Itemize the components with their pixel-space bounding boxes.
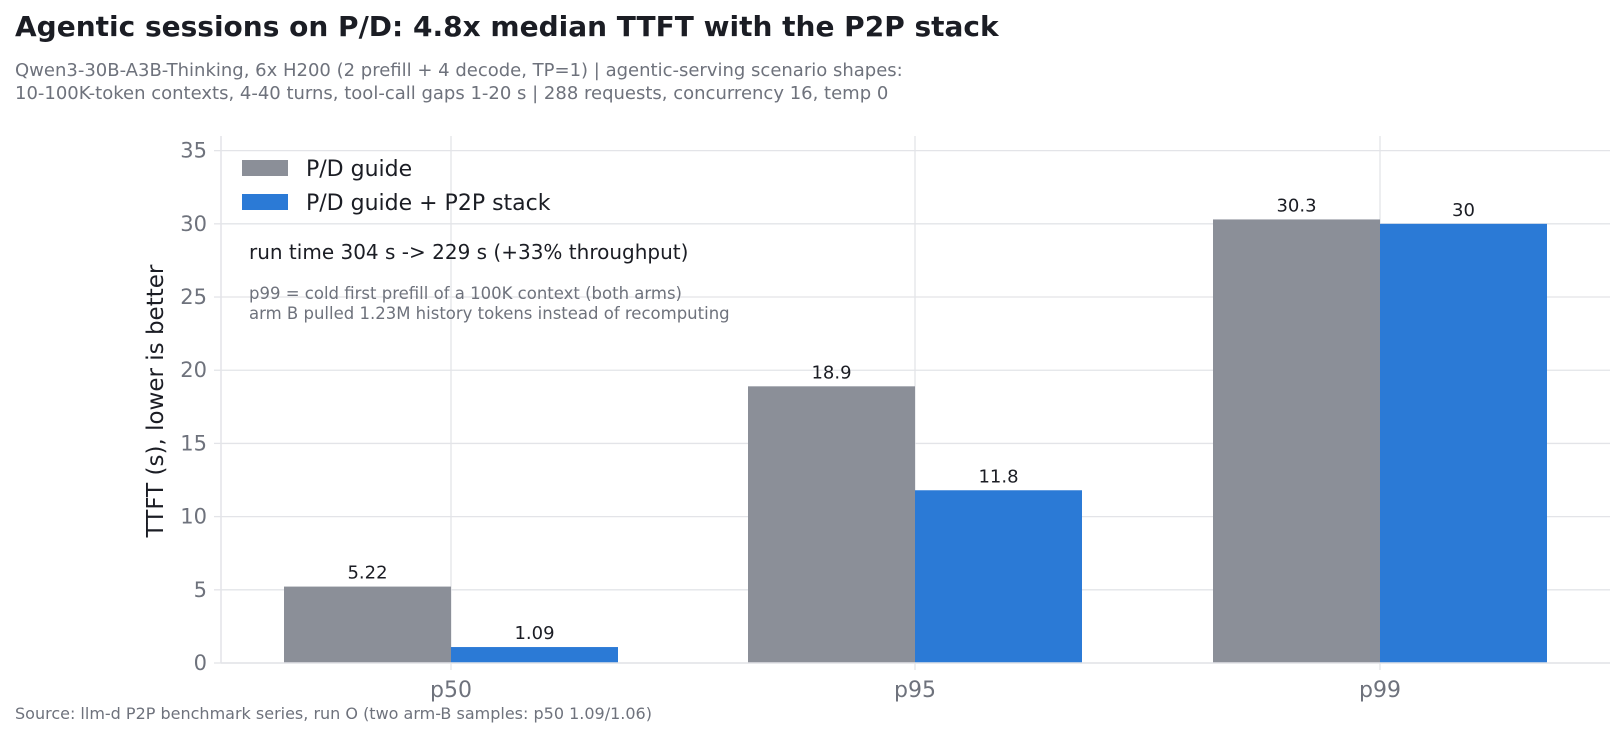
y-tick-label: 15 — [180, 431, 207, 455]
data-label-p2p-p95: 11.8 — [978, 466, 1018, 487]
bar-p2p-p99 — [1380, 223, 1547, 664]
annotation-note-1: p99 = cold first prefill of a 100K conte… — [249, 284, 682, 303]
y-axis-label: TTFT (s), lower is better — [143, 264, 169, 538]
legend: P/D guide P/D guide + P2P stack — [242, 157, 551, 216]
y-tick-label: 0 — [194, 651, 207, 675]
bar-p2p-p50 — [451, 647, 618, 663]
x-tick-label-p50: p50 — [430, 678, 472, 703]
legend-swatch-baseline — [242, 160, 288, 176]
subtitle-line-2: 10-100K-token contexts, 4-40 turns, tool… — [15, 83, 889, 104]
y-tick-label: 5 — [194, 578, 207, 602]
annotation-runtime: run time 304 s -> 229 s (+33% throughput… — [249, 240, 688, 264]
x-axis: p50 p95 p99 — [221, 662, 1610, 703]
chart-title: Agentic sessions on P/D: 4.8x median TTF… — [15, 10, 999, 43]
data-label-baseline-p95: 18.9 — [811, 362, 851, 383]
legend-label-p2p: P/D guide + P2P stack — [306, 191, 551, 216]
chart-subtitle: Qwen3-30B-A3B-Thinking, 6x H200 (2 prefi… — [15, 59, 903, 105]
y-tick-label: 30 — [180, 212, 207, 236]
bar-baseline-p50 — [284, 586, 451, 663]
bars: 5.22 18.9 30.3 1.09 11.8 30 — [284, 195, 1547, 664]
x-tick-label-p95: p95 — [894, 678, 936, 703]
y-tick-label: 20 — [180, 358, 207, 382]
bar-baseline-p95 — [748, 386, 915, 663]
annotation: run time 304 s -> 229 s (+33% throughput… — [249, 240, 730, 323]
bar-p2p-p95 — [915, 490, 1082, 663]
source-note: Source: llm-d P2P benchmark series, run … — [15, 704, 652, 723]
annotation-note-2: arm B pulled 1.23M history tokens instea… — [249, 304, 730, 323]
data-label-baseline-p50: 5.22 — [347, 563, 387, 584]
bar-baseline-p99 — [1213, 219, 1380, 664]
subtitle-line-1: Qwen3-30B-A3B-Thinking, 6x H200 (2 prefi… — [15, 60, 903, 81]
data-label-p2p-p99: 30 — [1452, 200, 1475, 221]
y-tick-label: 25 — [180, 285, 207, 309]
x-tick-label-p99: p99 — [1359, 678, 1401, 703]
y-tick-label: 35 — [180, 139, 207, 163]
y-tick-label: 10 — [180, 505, 207, 529]
data-label-baseline-p99: 30.3 — [1276, 195, 1316, 216]
legend-swatch-p2p — [242, 194, 288, 210]
legend-label-baseline: P/D guide — [306, 157, 412, 182]
data-label-p2p-p50: 1.09 — [514, 623, 554, 644]
y-axis: 0 5 10 15 20 25 30 35 — [180, 136, 222, 675]
